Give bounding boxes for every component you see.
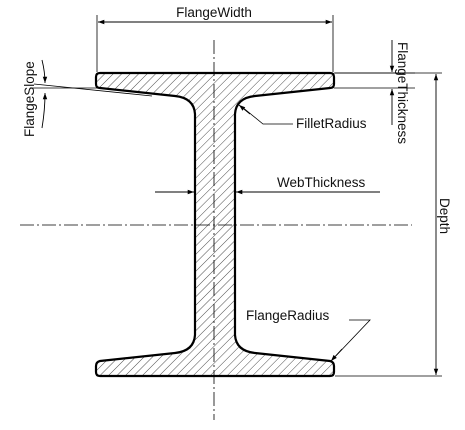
flange-thickness-label: FlangeThickness: [395, 42, 410, 144]
flange-slope-leader: [33, 83, 153, 97]
web-thickness-label: WebThickness: [277, 175, 366, 190]
flange-slope-arc-bottom: [41, 92, 48, 129]
flange-radius-label: FlangeRadius: [246, 308, 330, 323]
flange-radius-leader: [331, 319, 371, 361]
depth-label: Depth: [437, 198, 452, 234]
flange-width-label: FlangeWidth: [176, 5, 252, 20]
fillet-radius-arrow: [238, 104, 251, 115]
beam-section-outline: [94, 71, 336, 378]
fillet-radius-label: FilletRadius: [296, 116, 367, 131]
fillet-radius-leader: [240, 105, 293, 125]
flange-radius-arrow: [330, 348, 343, 362]
flange-slope-arc-top: [41, 59, 48, 84]
flange-slope-label: FlangeSlope: [22, 61, 37, 137]
